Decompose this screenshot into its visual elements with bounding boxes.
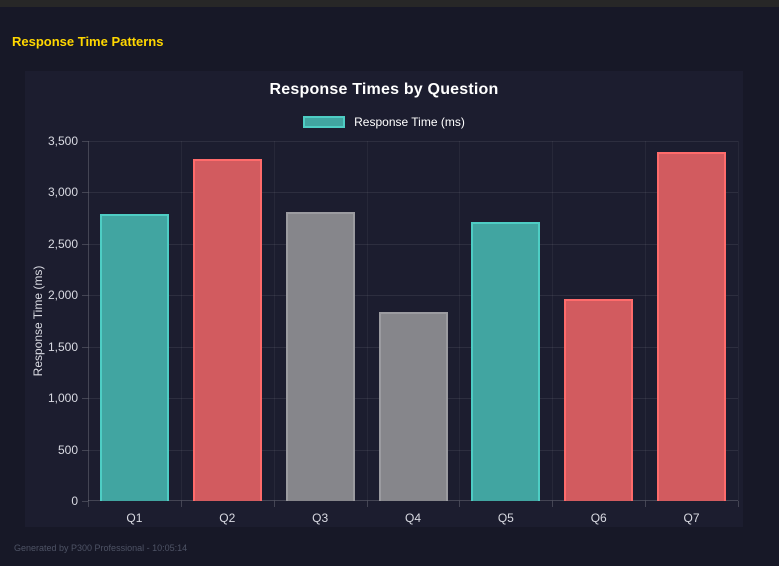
y-tick-mark bbox=[82, 346, 88, 348]
gridline-horizontal bbox=[88, 295, 738, 297]
gridline-vertical bbox=[738, 141, 739, 501]
gridline-vertical bbox=[366, 141, 368, 501]
bar-q7[interactable] bbox=[657, 152, 727, 501]
x-tick-label-q5: Q5 bbox=[497, 511, 514, 525]
x-tick-label-q3: Q3 bbox=[312, 511, 329, 525]
gridline-vertical bbox=[273, 141, 275, 501]
chart-legend[interactable]: Response Time (ms) bbox=[25, 115, 743, 129]
y-tick-label: 3,500 bbox=[47, 134, 78, 148]
gridline-vertical bbox=[180, 141, 182, 501]
x-tick-mark bbox=[552, 501, 554, 507]
x-tick-mark bbox=[273, 501, 275, 507]
y-tick-label: 2,000 bbox=[47, 288, 78, 303]
legend-label: Response Time (ms) bbox=[354, 115, 465, 129]
x-tick-label-q1: Q1 bbox=[126, 511, 143, 525]
gridline-horizontal bbox=[88, 243, 738, 245]
x-tick-mark bbox=[645, 501, 647, 507]
bar-q2[interactable] bbox=[192, 159, 262, 501]
y-tick-label: 0 bbox=[71, 494, 78, 508]
y-tick-mark bbox=[82, 192, 88, 194]
chart-panel: Response Times by Question Response Time… bbox=[25, 71, 743, 527]
x-tick-mark bbox=[738, 501, 739, 507]
y-tick-label: 1,000 bbox=[47, 391, 78, 406]
plot-area: 0 500 1,000 1,500 2,000 2,500 3,000 3,500 Q1 Q2 Q3… bbox=[48, 134, 739, 525]
y-tick-mark bbox=[82, 449, 88, 451]
gridline-horizontal bbox=[88, 141, 738, 142]
x-tick-mark bbox=[88, 501, 89, 507]
bar-q1[interactable] bbox=[99, 214, 169, 501]
y-tick-label: 3,000 bbox=[47, 185, 78, 200]
bar-q6[interactable] bbox=[564, 299, 634, 501]
gridline-horizontal bbox=[88, 192, 738, 194]
x-tick-mark bbox=[459, 501, 461, 507]
gridline-vertical bbox=[459, 141, 461, 501]
x-tick-label-q7: Q7 bbox=[683, 511, 700, 525]
legend-swatch-icon bbox=[303, 116, 346, 128]
x-tick-label-q4: Q4 bbox=[404, 511, 421, 525]
bar-q3[interactable] bbox=[285, 212, 355, 501]
y-axis-line bbox=[88, 141, 89, 501]
y-tick-mark bbox=[82, 243, 88, 245]
y-tick-mark bbox=[82, 398, 88, 400]
y-tick-label: 500 bbox=[57, 442, 78, 457]
y-tick-label: 2,500 bbox=[47, 236, 78, 251]
y-tick-mark bbox=[82, 295, 88, 297]
window-chrome-strip bbox=[0, 0, 779, 7]
gridline-vertical bbox=[645, 141, 647, 501]
gridline-vertical bbox=[552, 141, 554, 501]
y-tick-mark bbox=[82, 501, 88, 502]
x-tick-mark bbox=[366, 501, 368, 507]
bar-q5[interactable] bbox=[471, 222, 541, 501]
x-tick-label-q6: Q6 bbox=[590, 511, 607, 525]
y-tick-mark bbox=[82, 141, 88, 142]
x-tick-label-q2: Q2 bbox=[219, 511, 236, 525]
x-tick-mark bbox=[180, 501, 182, 507]
footer-text: Generated by P300 Professional - 10:05:1… bbox=[14, 543, 188, 553]
page-title: Response Time Patterns bbox=[12, 34, 164, 49]
y-tick-label: 1,500 bbox=[47, 339, 78, 354]
y-axis-title: Response Time (ms) bbox=[31, 265, 45, 377]
bar-q4[interactable] bbox=[378, 312, 448, 501]
chart-title: Response Times by Question bbox=[269, 81, 499, 98]
